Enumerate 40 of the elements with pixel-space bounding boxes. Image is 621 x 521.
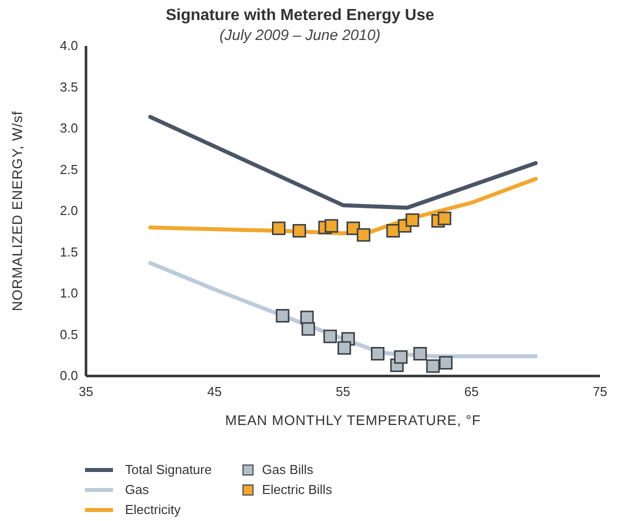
point xyxy=(276,309,290,323)
x-tick-label: 45 xyxy=(207,384,222,399)
y-axis-title: NORMALIZED ENERGY, W/sf xyxy=(9,110,25,312)
point xyxy=(370,346,384,360)
x-tick-label: 55 xyxy=(336,384,350,399)
point xyxy=(338,341,352,355)
y-tick-label: 3.0 xyxy=(60,120,78,136)
x-tick-label: 75 xyxy=(592,384,608,399)
y-tick-label: 2.0 xyxy=(60,203,78,218)
y-tick-label: 1.0 xyxy=(60,286,78,300)
point xyxy=(324,219,338,233)
legend-label: Electric Bills xyxy=(262,482,333,497)
y-tick-label: 3.5 xyxy=(60,79,78,94)
point xyxy=(386,224,400,238)
legend-label: Gas Bills xyxy=(262,462,314,477)
point xyxy=(439,356,453,370)
point xyxy=(406,213,420,227)
y-tick-label: 2.5 xyxy=(60,162,78,177)
legend-label: Gas xyxy=(125,482,150,497)
chart-title: Signature with Metered Energy Use xyxy=(166,7,434,24)
x-axis-title: MEAN MONTHLY TEMPERATURE, °F xyxy=(225,412,481,428)
point xyxy=(272,222,286,236)
chart-subtitle: (July 2009 – June 2010) xyxy=(220,27,380,44)
point xyxy=(413,346,427,360)
y-tick-label: 0.5 xyxy=(60,326,78,342)
point xyxy=(426,359,440,373)
point xyxy=(438,212,452,226)
y-tick-label: 1.5 xyxy=(60,244,78,260)
y-tick-label: 0.0 xyxy=(60,368,78,383)
legend-label: Electricity xyxy=(125,502,182,517)
legend-label: Total Signature xyxy=(125,462,212,477)
point xyxy=(356,228,370,242)
point xyxy=(302,322,316,336)
x-tick-label: 65 xyxy=(464,384,479,399)
x-tick-label: 35 xyxy=(78,384,94,399)
point xyxy=(394,350,408,364)
point xyxy=(323,330,337,344)
line-series xyxy=(148,114,538,210)
y-tick-label: 4.0 xyxy=(60,38,78,53)
point xyxy=(292,224,306,238)
